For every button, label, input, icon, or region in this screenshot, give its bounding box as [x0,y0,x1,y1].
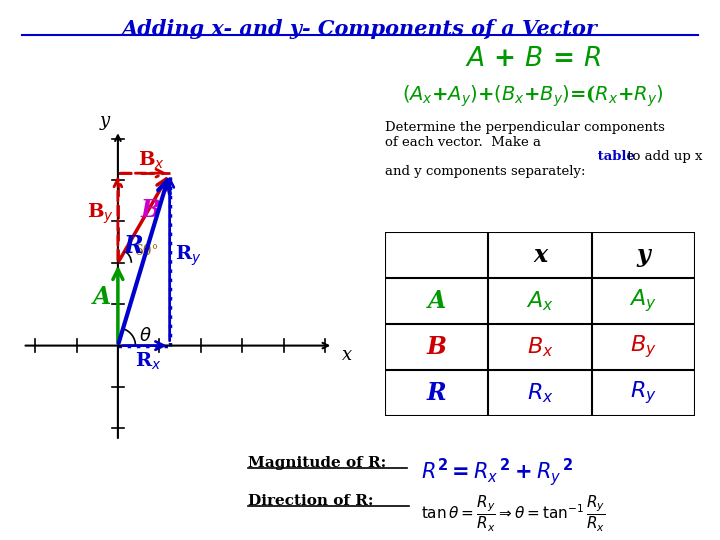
Text: table: table [385,150,635,163]
Text: to add up x
and y components separately:: to add up x and y components separately: [385,150,703,178]
Text: R$_x$: R$_x$ [135,350,162,372]
Text: $A_x$: $A_x$ [526,289,554,313]
Text: x: x [341,346,351,364]
Text: A: A [428,289,446,313]
Text: Direction of R:: Direction of R: [248,494,374,508]
Text: Adding x- and y- Components of a Vector: Adding x- and y- Components of a Vector [122,19,598,39]
Text: R: R [427,381,446,405]
Text: B$_y$: B$_y$ [87,202,114,226]
Text: $\mathit{A}$ + $\mathit{B}$ = $\mathit{R}$: $\mathit{A}$ + $\mathit{B}$ = $\mathit{R… [464,46,601,71]
Text: 60°: 60° [134,244,158,258]
Text: R$_y$: R$_y$ [175,243,201,268]
Text: Magnitude of R:: Magnitude of R: [248,456,387,470]
Text: Determine the perpendicular components
of each vector.  Make a: Determine the perpendicular components o… [385,122,665,150]
Text: B: B [140,198,161,222]
Text: y: y [99,112,109,130]
Text: $B_x$: $B_x$ [527,335,553,359]
Text: $A_y$: $A_y$ [629,288,657,314]
Text: $\tan\theta = \dfrac{R_y}{R_x} \Rightarrow \theta = \tan^{-1}\dfrac{R_y}{R_x}$: $\tan\theta = \dfrac{R_y}{R_x} \Rightarr… [421,494,606,535]
Text: $B_y$: $B_y$ [630,334,657,360]
Text: $\theta$: $\theta$ [139,327,151,345]
Text: $\mathbf{\mathit{R}^2 = \mathit{R_x}^{\,2} + \mathit{R_y}^{\,2}}$: $\mathbf{\mathit{R}^2 = \mathit{R_x}^{\,… [421,456,574,488]
Text: R: R [123,234,143,258]
Text: A: A [93,285,112,309]
Text: y: y [636,243,650,267]
Text: x: x [533,243,547,267]
Text: $R_y$: $R_y$ [630,380,657,406]
Text: B$_x$: B$_x$ [138,150,164,171]
Text: $R_x$: $R_x$ [526,381,554,404]
Text: B: B [427,335,447,359]
Text: $(\mathit{A_x}$+$\mathit{A_y})$+$(\mathit{B_x}$+$\mathit{B_y})$=($\mathit{R_x}$+: $(\mathit{A_x}$+$\mathit{A_y})$+$(\mathi… [402,84,664,109]
